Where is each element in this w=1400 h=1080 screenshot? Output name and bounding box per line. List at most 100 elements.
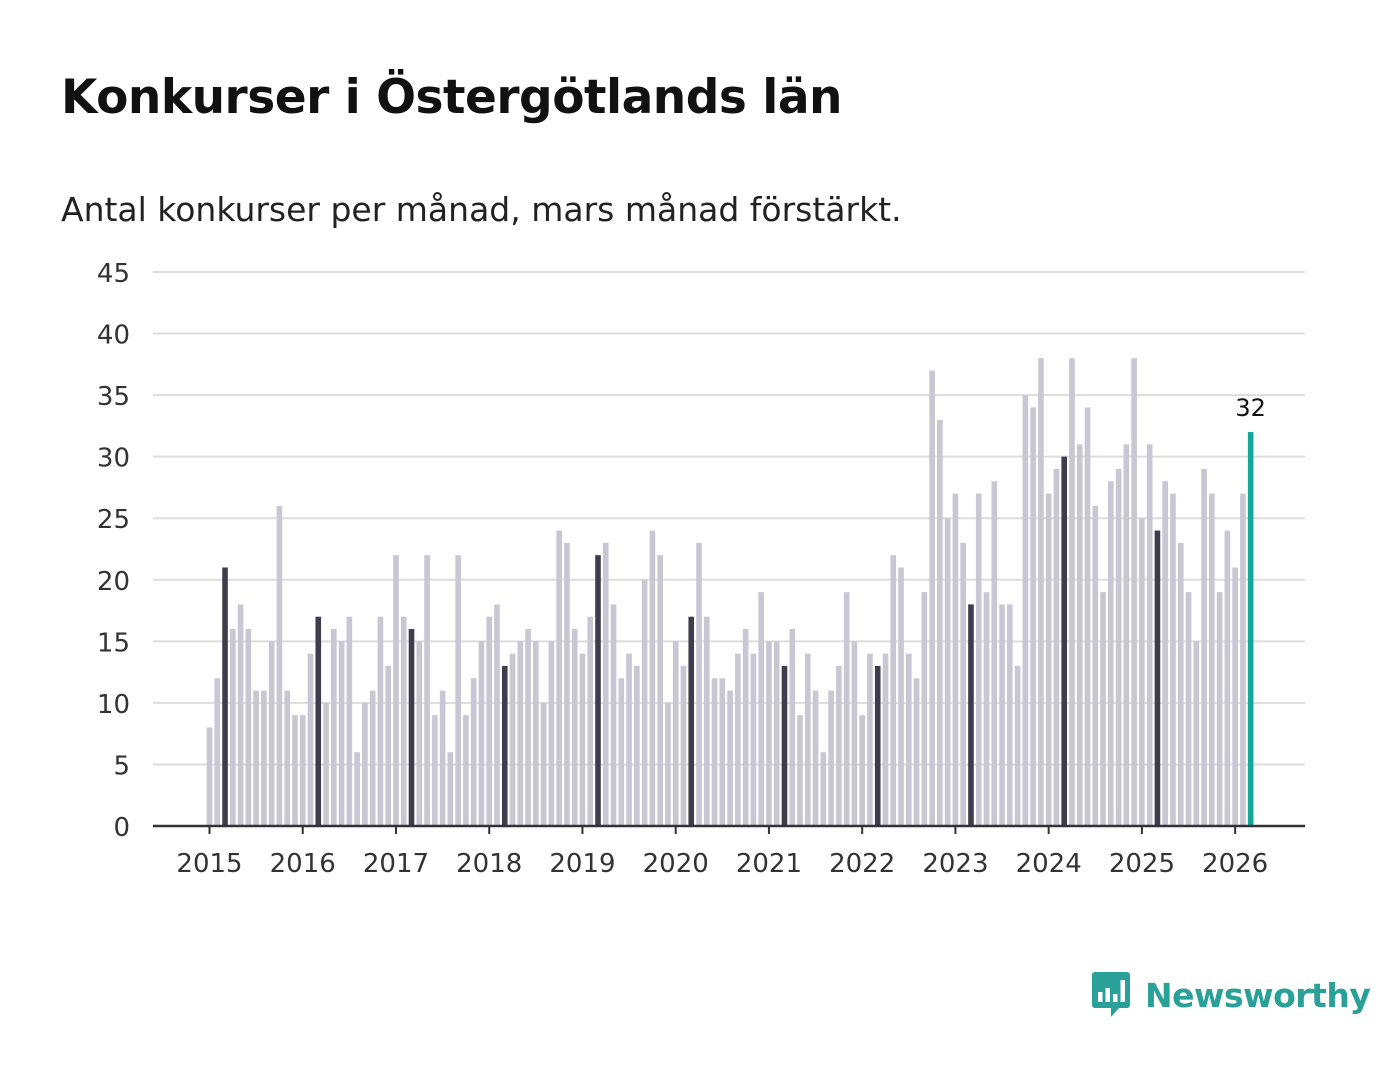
- bar: [750, 653, 757, 826]
- bar: [432, 715, 438, 826]
- bar: [781, 665, 788, 826]
- chart-subtitle: Antal konkurser per månad, mars månad fö…: [61, 190, 902, 229]
- bar: [400, 616, 407, 826]
- bar: [214, 678, 221, 826]
- bar: [1115, 468, 1122, 826]
- bar: [1007, 604, 1013, 826]
- bar: [937, 419, 943, 826]
- bar: [1069, 358, 1075, 826]
- bar: [766, 641, 772, 826]
- bar: [843, 592, 850, 826]
- bar: [1224, 530, 1231, 826]
- bar: [742, 629, 749, 826]
- bar: [284, 690, 290, 826]
- bar: [463, 715, 469, 826]
- y-tick-label: 5: [113, 751, 130, 781]
- bar: [641, 579, 648, 826]
- bar: [797, 715, 803, 826]
- bar: [509, 653, 516, 826]
- bar: [1162, 481, 1169, 826]
- bar: [1154, 530, 1161, 826]
- bar: [1022, 395, 1029, 826]
- bar: [812, 690, 819, 826]
- bar: [354, 752, 360, 826]
- bar: [719, 678, 726, 826]
- bar: [385, 665, 392, 826]
- bar: [447, 752, 454, 826]
- bar: [369, 690, 376, 826]
- bar: [711, 678, 718, 826]
- bar: [393, 555, 399, 826]
- bar: [929, 370, 935, 826]
- bar: [222, 567, 228, 826]
- x-tick-label: 2022: [829, 849, 895, 879]
- x-axis: 2015 2016 2017 2018 2019 2020 2021 2022 2023 2024…: [153, 824, 1305, 879]
- bar: [968, 604, 974, 826]
- bar: [991, 481, 998, 826]
- data-label: 32: [1235, 394, 1266, 422]
- bar: [618, 678, 625, 826]
- bar: [1030, 407, 1036, 826]
- bar: [1100, 592, 1106, 826]
- bar: [206, 727, 213, 826]
- bar: [346, 616, 353, 826]
- bar: [1053, 468, 1060, 826]
- x-tick-label: 2018: [456, 849, 522, 879]
- bar: [494, 604, 500, 826]
- bar: [1061, 456, 1067, 826]
- x-tick-label: 2016: [270, 849, 336, 879]
- bar: [626, 653, 632, 826]
- bar: [727, 690, 733, 826]
- x-tick-label: 2024: [1016, 849, 1082, 879]
- bar: [486, 616, 493, 826]
- bar: [230, 629, 236, 826]
- y-tick-label: 20: [97, 567, 130, 597]
- y-tick-label: 40: [97, 321, 130, 351]
- bar: [1201, 468, 1207, 826]
- bar: [1108, 481, 1114, 826]
- bar: [579, 653, 586, 826]
- bar: [338, 641, 345, 826]
- bar: [773, 641, 780, 826]
- bar: [921, 592, 928, 826]
- bar: [307, 653, 314, 826]
- bar: [595, 555, 601, 826]
- bar: [556, 530, 562, 826]
- bar: [587, 616, 594, 826]
- bar: [665, 702, 671, 826]
- bar: [533, 641, 539, 826]
- bar: [268, 641, 275, 826]
- bar: [331, 629, 337, 826]
- bar: [299, 715, 306, 826]
- bar: [1014, 665, 1021, 826]
- bar: [1185, 592, 1192, 826]
- bar: [657, 555, 663, 826]
- bar: [1038, 358, 1044, 826]
- y-tick-label: 0: [113, 813, 130, 843]
- bar: [1076, 444, 1083, 826]
- bar: [323, 702, 329, 826]
- bar: [688, 616, 695, 826]
- bar: [501, 665, 508, 826]
- x-tick-label: 2019: [549, 849, 615, 879]
- y-tick-label: 10: [97, 690, 130, 720]
- bar: [1177, 542, 1184, 826]
- bar: [253, 690, 259, 826]
- bar: [890, 555, 897, 826]
- bar: [983, 592, 990, 826]
- bar: [416, 641, 423, 826]
- newsworthy-logo: Newsworthy: [1091, 970, 1371, 1020]
- bar: [804, 653, 811, 826]
- bar: [1193, 641, 1200, 826]
- bar: [735, 653, 741, 826]
- bar: [478, 641, 485, 826]
- bar: [439, 690, 446, 826]
- y-tick-label: 30: [97, 444, 130, 474]
- bar: [1139, 518, 1145, 826]
- y-tick-label: 45: [97, 259, 130, 289]
- bar: [828, 690, 834, 826]
- bar: [517, 641, 524, 826]
- bar: [377, 616, 384, 826]
- bar: [680, 665, 687, 826]
- bar: [564, 542, 570, 826]
